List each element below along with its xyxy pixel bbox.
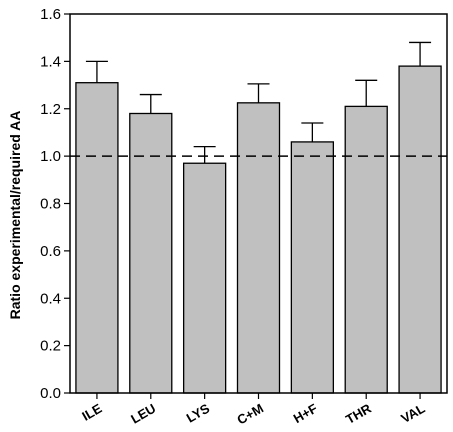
- bar-thr: [344, 105, 388, 394]
- x-tick-label: VAL: [398, 401, 427, 427]
- y-tick-label: 0.0: [40, 385, 61, 402]
- y-axis: 0.0 0.2 0.4 0.6 0.8 1.0 1.2 1.4 1.6: [40, 6, 70, 402]
- x-axis: ILE LEU LYS C+M H+F THR VAL: [79, 393, 428, 428]
- x-tick-label: LYS: [184, 400, 213, 425]
- x-tick-label: H+F: [291, 401, 320, 426]
- y-tick-label: 0.8: [40, 196, 61, 213]
- y-tick-label: 0.6: [40, 243, 61, 260]
- bar-c-m: [236, 102, 281, 394]
- y-tick-label: 1.6: [40, 6, 61, 23]
- y-axis-title: Ratio experimental/required AA: [7, 111, 23, 320]
- bar-val: [398, 65, 442, 394]
- y-tick-label: 1.2: [40, 101, 61, 118]
- bars-layer: [75, 41, 442, 394]
- bar-h-f: [290, 141, 335, 394]
- y-tick-label: 1.4: [40, 53, 61, 70]
- x-tick-label: THR: [343, 400, 374, 427]
- bar-leu: [129, 112, 173, 394]
- x-tick-label: ILE: [79, 400, 104, 423]
- y-tick-label: 0.4: [40, 290, 61, 307]
- bar-ile: [75, 82, 119, 394]
- y-tick-label: 1.0: [40, 148, 61, 165]
- bar-lys: [182, 162, 227, 394]
- x-tick-label: C+M: [234, 401, 266, 428]
- x-tick-label: LEU: [128, 401, 158, 427]
- y-tick-label: 0.2: [40, 338, 61, 355]
